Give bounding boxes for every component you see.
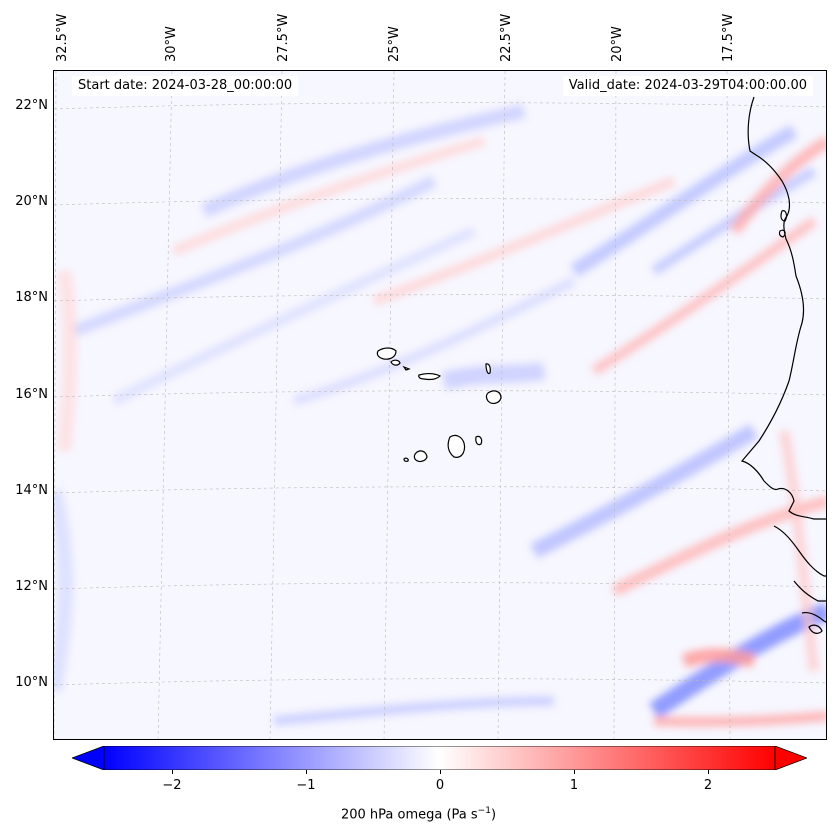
red-band	[779, 430, 819, 672]
meridian-line	[54, 71, 57, 739]
brava-island	[403, 457, 409, 462]
lon-label-20w: 20°W	[610, 26, 625, 62]
colorbar-tick-mark	[574, 770, 575, 774]
colorbar-label-close: )	[490, 807, 497, 823]
red-band	[372, 176, 676, 306]
red-band	[57, 269, 77, 452]
africa-coastline	[793, 580, 826, 602]
red-band	[729, 135, 826, 235]
parallel-line	[54, 294, 826, 302]
colorbar-tick-mark	[172, 770, 173, 774]
lat-label-22n: 22°N	[15, 98, 48, 113]
santo-antao-island	[376, 347, 397, 360]
field-background	[54, 71, 826, 739]
africa-coastline	[801, 611, 826, 623]
colorbar-tick-label: 1	[569, 778, 579, 793]
blue-band	[292, 276, 577, 406]
coastal-island	[780, 210, 788, 222]
map-panel	[53, 70, 827, 740]
lat-label-14n: 14°N	[15, 483, 48, 498]
colorbar-right-extend	[774, 746, 807, 770]
coastlines	[740, 96, 826, 634]
omega-field-map	[54, 71, 826, 739]
red-band	[172, 136, 486, 256]
colorbar-gradient	[103, 746, 776, 770]
parallel-line	[54, 198, 826, 206]
lon-label-22-5w: 22.5°W	[499, 13, 514, 62]
lon-label-27-5w: 27.5°W	[276, 13, 291, 62]
blue-band	[111, 226, 477, 406]
africa-coastline	[740, 96, 826, 520]
santiago-island	[447, 434, 466, 458]
blue-band	[570, 124, 798, 277]
colorbar-left-extend	[72, 746, 105, 770]
santa-luzia-island	[402, 365, 411, 371]
colorbar-label: 200 hPa omega (Pa s−1)	[0, 806, 837, 822]
lat-label-20n: 20°N	[15, 194, 48, 209]
sao-nicolau-island	[418, 373, 442, 381]
blue-band	[71, 175, 437, 337]
lat-label-10n: 10°N	[15, 675, 48, 690]
meridian-line	[383, 71, 395, 739]
lon-label-17-5w: 17.5°W	[721, 13, 736, 62]
colorbar-tick-mark	[708, 770, 709, 774]
cape-verde-islands	[376, 347, 502, 463]
blue-band	[441, 362, 546, 390]
lon-label-32-5w: 32.5°W	[55, 13, 70, 62]
colorbar-label-exponent: −1	[477, 806, 491, 816]
meridian-line	[613, 71, 617, 739]
blue-band	[201, 104, 526, 218]
colorbar-tick-label: 0	[435, 778, 445, 793]
colorbar	[72, 746, 807, 770]
lon-label-25w: 25°W	[387, 26, 402, 62]
maio-island	[475, 435, 483, 446]
parallel-line	[54, 678, 826, 686]
fogo-island	[413, 450, 428, 463]
colorbar-tick-label: −1	[296, 778, 316, 793]
boa-vista-island	[485, 390, 502, 404]
colorbar-tick-mark	[440, 770, 441, 774]
lon-label-30w: 30°W	[164, 26, 179, 62]
colorbar-label-main: 200 hPa omega (Pa s	[340, 807, 478, 823]
parallel-line	[54, 486, 826, 494]
sao-vicente-island	[390, 359, 401, 366]
start-date-label: Start date: 2024-03-28_00:00:00	[72, 76, 299, 96]
colorbar-tick-label: 2	[703, 778, 713, 793]
lat-label-18n: 18°N	[15, 290, 48, 305]
valid-date-label: Valid_date: 2024-03-29T04:00:00.00	[562, 76, 813, 96]
coastal-island	[778, 229, 786, 238]
red-band	[653, 711, 826, 727]
meridian-line	[269, 71, 283, 739]
red-band	[591, 216, 817, 376]
parallel-line	[54, 390, 826, 398]
blue-band	[530, 424, 758, 559]
colorbar-tick-label: −2	[162, 778, 182, 793]
red-band	[681, 648, 756, 668]
blue-band	[54, 489, 74, 693]
lat-label-12n: 12°N	[15, 579, 48, 594]
colorbar-tick-mark	[306, 770, 307, 774]
graticule	[54, 71, 826, 739]
meridian-line	[157, 71, 173, 739]
omega-bands	[54, 104, 826, 727]
bijagos-island	[808, 624, 823, 634]
lat-label-16n: 16°N	[15, 387, 48, 402]
parallel-line	[54, 102, 826, 110]
parallel-line	[54, 582, 826, 590]
meridian-line	[726, 71, 731, 739]
africa-coastline	[773, 525, 826, 577]
blue-band	[273, 696, 555, 726]
sal-island	[485, 363, 491, 375]
meridian-line	[497, 71, 506, 739]
